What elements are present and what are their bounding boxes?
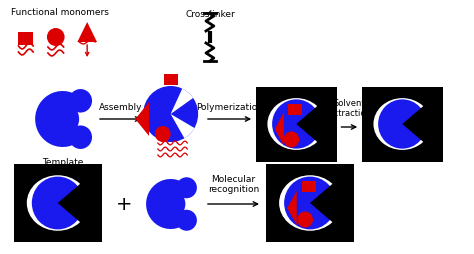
Bar xyxy=(164,75,177,86)
Circle shape xyxy=(69,126,92,149)
Polygon shape xyxy=(135,103,149,136)
Circle shape xyxy=(176,210,197,231)
Circle shape xyxy=(46,103,79,136)
Bar xyxy=(362,88,443,162)
Ellipse shape xyxy=(374,99,431,150)
Ellipse shape xyxy=(279,176,341,231)
Polygon shape xyxy=(77,23,97,43)
Wedge shape xyxy=(146,179,188,229)
Text: Template
Imprint molecule: Template Imprint molecule xyxy=(24,157,101,177)
Wedge shape xyxy=(58,178,96,228)
Circle shape xyxy=(283,132,299,148)
Bar xyxy=(289,104,302,115)
Circle shape xyxy=(47,29,64,47)
Bar xyxy=(266,164,354,242)
Ellipse shape xyxy=(27,176,89,231)
Circle shape xyxy=(143,87,198,142)
Polygon shape xyxy=(287,191,297,225)
Circle shape xyxy=(297,212,313,228)
Circle shape xyxy=(272,100,320,149)
Text: Solvent
Extraction: Solvent Extraction xyxy=(328,98,371,118)
Bar xyxy=(302,182,316,193)
Circle shape xyxy=(284,177,336,230)
Circle shape xyxy=(176,178,197,198)
Circle shape xyxy=(156,189,185,219)
Wedge shape xyxy=(296,101,332,148)
Text: Molecular
recognition: Molecular recognition xyxy=(208,174,259,193)
Circle shape xyxy=(32,177,83,230)
Wedge shape xyxy=(171,89,193,115)
Wedge shape xyxy=(35,92,82,147)
Wedge shape xyxy=(310,178,348,228)
Text: Assembly: Assembly xyxy=(99,103,142,112)
Circle shape xyxy=(69,90,92,113)
Ellipse shape xyxy=(267,99,325,150)
Circle shape xyxy=(378,100,427,149)
Text: +: + xyxy=(116,195,133,214)
Bar xyxy=(18,33,33,46)
Polygon shape xyxy=(275,113,284,146)
Wedge shape xyxy=(402,101,438,148)
Bar xyxy=(256,88,337,162)
Text: Polymerization: Polymerization xyxy=(196,103,263,112)
Bar xyxy=(14,164,102,242)
Wedge shape xyxy=(171,115,194,139)
Text: Crosslinker: Crosslinker xyxy=(185,10,235,19)
Text: Functional monomers: Functional monomers xyxy=(11,8,109,17)
Circle shape xyxy=(155,126,171,142)
